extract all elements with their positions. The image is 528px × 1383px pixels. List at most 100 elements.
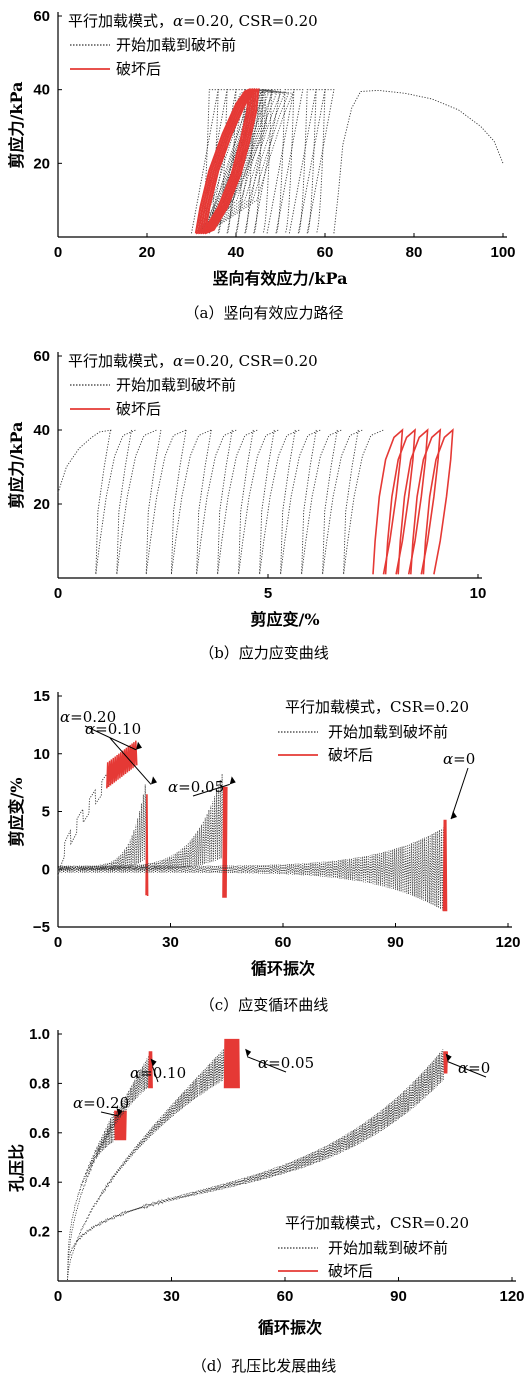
legend-a-title-rest: =0.20, CSR=0.20 bbox=[183, 12, 318, 30]
caption-d: （d）孔压比发展曲线 bbox=[192, 1357, 337, 1375]
series-c-before-alpha020 bbox=[57, 771, 115, 877]
series-b-before-cycle-10 bbox=[322, 429, 363, 575]
ylabel-d: 孔压比 bbox=[7, 1144, 26, 1192]
series-a-after-loop-4 bbox=[203, 88, 260, 235]
legend-d-before: 开始加载到破坏前 bbox=[328, 1239, 448, 1257]
chart-a: （a）竖向有效应力路径 竖向有效应力/kPa 剪应力/kPa 平行加载模式，α=… bbox=[7, 8, 516, 322]
legend-a-alpha: α bbox=[173, 12, 183, 30]
y-ticklabel-c-3: 10 bbox=[33, 746, 50, 763]
legend-b-title: 平行加载模式， bbox=[68, 352, 173, 370]
annotation-arrow-d-3 bbox=[447, 1061, 487, 1078]
y-ticklabel-c-4: 15 bbox=[33, 688, 50, 705]
series-b-after-cycle-0 bbox=[372, 428, 404, 575]
series-b-after-cycle-2 bbox=[397, 428, 429, 575]
caption-a: （a）竖向有效应力路径 bbox=[185, 304, 344, 322]
series-b-before-cycle-8 bbox=[280, 429, 321, 575]
y-ticklabel-d-1: 0.4 bbox=[29, 1174, 51, 1191]
x-ticklabel-d-0: 0 bbox=[54, 1288, 62, 1305]
series-b-before-cycle-5 bbox=[217, 429, 258, 575]
series-c-after-alpha020 bbox=[106, 740, 138, 789]
y-ticklabel-d-4: 1.0 bbox=[29, 1028, 50, 1043]
legend-b: 平行加载模式，α=0.20, CSR=0.20 开始加载到破坏前 破坏后 bbox=[68, 352, 318, 418]
annotation-c-alpha-0: α bbox=[60, 708, 70, 726]
annotation-c-text-0: =0.20 bbox=[70, 708, 116, 726]
annotation-arrowhead-c-3 bbox=[451, 811, 457, 820]
x-ticklabel-a-5: 100 bbox=[490, 244, 515, 261]
series-c-after-alpha010 bbox=[145, 794, 149, 896]
annotation-c-text-2: =0.05 bbox=[178, 778, 224, 796]
annotation-arrowhead-c-2 bbox=[229, 776, 236, 785]
annotation-arrowhead-d-1 bbox=[150, 1058, 157, 1067]
caption-b: （b）应力应变曲线 bbox=[199, 644, 329, 662]
chart-b: （b）应力应变曲线 剪应变/% 剪应力/kPa 平行加载模式，α=0.20, C… bbox=[7, 348, 487, 662]
annotation-arrow-c-1 bbox=[109, 737, 152, 785]
annotation-arrow-c-3 bbox=[450, 767, 469, 820]
x-ticklabel-a-1: 20 bbox=[139, 244, 156, 261]
y-ticklabel-b-1: 40 bbox=[33, 422, 50, 439]
annotation-d-text-0: =0.20 bbox=[83, 1094, 129, 1112]
series-a-before-cycle-9 bbox=[275, 89, 304, 234]
chart-d: （d）孔压比发展曲线 循环振次 孔压比 平行加载模式，CSR=0.20 开始加载… bbox=[7, 1028, 525, 1375]
series-b-before-cycle-1 bbox=[116, 429, 157, 575]
ylabel-c: 剪应变/% bbox=[7, 777, 26, 846]
series-c-before-alpha0 bbox=[57, 827, 444, 911]
annotation-d-text-1: =0.10 bbox=[140, 1064, 186, 1082]
svg-text:平行加载模式，α=0.20, CSR=0.20: 平行加载模式，α=0.20, CSR=0.20 bbox=[68, 352, 318, 370]
y-ticklabel-c-0: −5 bbox=[33, 919, 50, 936]
y-ticklabel-a-1: 40 bbox=[33, 82, 50, 99]
series-d-before-alpha0 bbox=[67, 1049, 444, 1281]
series-a-before-dense-13 bbox=[206, 89, 294, 234]
y-ticklabel-d-3: 0.8 bbox=[29, 1075, 50, 1092]
series-d-before-alpha005 bbox=[67, 1048, 225, 1281]
xlabel-d: 循环振次 bbox=[258, 1318, 322, 1337]
annotation-c-1: α=0.10 bbox=[85, 720, 141, 738]
legend-d-after: 破坏后 bbox=[328, 1262, 373, 1280]
annotation-c-3: α=0 bbox=[443, 750, 475, 768]
series-a-before-dense-12 bbox=[205, 89, 290, 234]
series-a-before-dense-11 bbox=[204, 89, 286, 234]
annotation-arrow-d-1 bbox=[152, 1066, 159, 1083]
y-ticklabel-b-2: 60 bbox=[33, 348, 50, 365]
annotation-arrow-d-0 bbox=[100, 1111, 119, 1117]
series-b-before-cycle-4 bbox=[196, 429, 237, 575]
chart-c: （c）应变循环曲线 循环振次 剪应变/% 平行加载模式，CSR=0.20 开始加… bbox=[7, 688, 521, 1014]
x-ticklabel-b-1: 5 bbox=[264, 585, 272, 602]
annotation-arrowhead-c-0 bbox=[136, 741, 142, 750]
y-ticklabel-b-0: 20 bbox=[33, 496, 50, 513]
series-b-before-initial bbox=[57, 429, 113, 494]
annotation-arrow-d-2 bbox=[246, 1056, 287, 1073]
annotation-d-text-2: =0.05 bbox=[268, 1054, 314, 1072]
xlabel-c: 循环振次 bbox=[251, 959, 315, 978]
series-b-before-cycle-11 bbox=[343, 429, 384, 575]
annotation-c-text-1: =0.10 bbox=[95, 720, 141, 738]
legend-c: 平行加载模式，CSR=0.20 开始加载到破坏前 破坏后 bbox=[278, 698, 469, 764]
x-ticklabel-c-0: 0 bbox=[54, 934, 62, 951]
x-ticklabel-a-0: 0 bbox=[54, 244, 62, 261]
annotation-c-2: α=0.05 bbox=[168, 778, 224, 796]
series-c-after-alpha005 bbox=[222, 786, 228, 898]
series-a-before-initial bbox=[333, 89, 504, 234]
legend-d-title: 平行加载模式，CSR=0.20 bbox=[285, 1214, 469, 1232]
annotation-c-alpha-3: α bbox=[443, 750, 453, 768]
series-b-after-cycle-3 bbox=[410, 428, 442, 575]
annotation-c-alpha-1: α bbox=[85, 720, 95, 738]
x-ticklabel-a-2: 40 bbox=[228, 244, 245, 261]
legend-b-before: 开始加载到破坏前 bbox=[116, 376, 236, 394]
legend-c-after: 破坏后 bbox=[328, 746, 373, 764]
y-ticklabel-c-1: 0 bbox=[42, 861, 50, 878]
x-ticklabel-d-4: 120 bbox=[499, 1288, 524, 1305]
y-ticklabel-d-0: 0.2 bbox=[29, 1224, 50, 1241]
series-a-before-cycle-12 bbox=[306, 89, 335, 234]
series-b-before-cycle-7 bbox=[259, 429, 300, 575]
ylabel-b: 剪应力/kPa bbox=[7, 422, 26, 509]
x-ticklabel-b-2: 10 bbox=[470, 585, 487, 602]
x-ticklabel-b-0: 0 bbox=[54, 585, 62, 602]
x-ticklabel-a-3: 60 bbox=[317, 244, 334, 261]
legend-c-title: 平行加载模式，CSR=0.20 bbox=[285, 698, 469, 716]
legend-a-before: 开始加载到破坏前 bbox=[116, 36, 236, 54]
xlabel-a: 竖向有效应力/kPa bbox=[213, 269, 348, 288]
caption-c: （c）应变循环曲线 bbox=[200, 996, 328, 1014]
annotation-d-1: α=0.10 bbox=[130, 1064, 186, 1082]
series-d-before-alpha020 bbox=[67, 1111, 115, 1281]
series-b-before-cycle-2 bbox=[145, 429, 187, 575]
